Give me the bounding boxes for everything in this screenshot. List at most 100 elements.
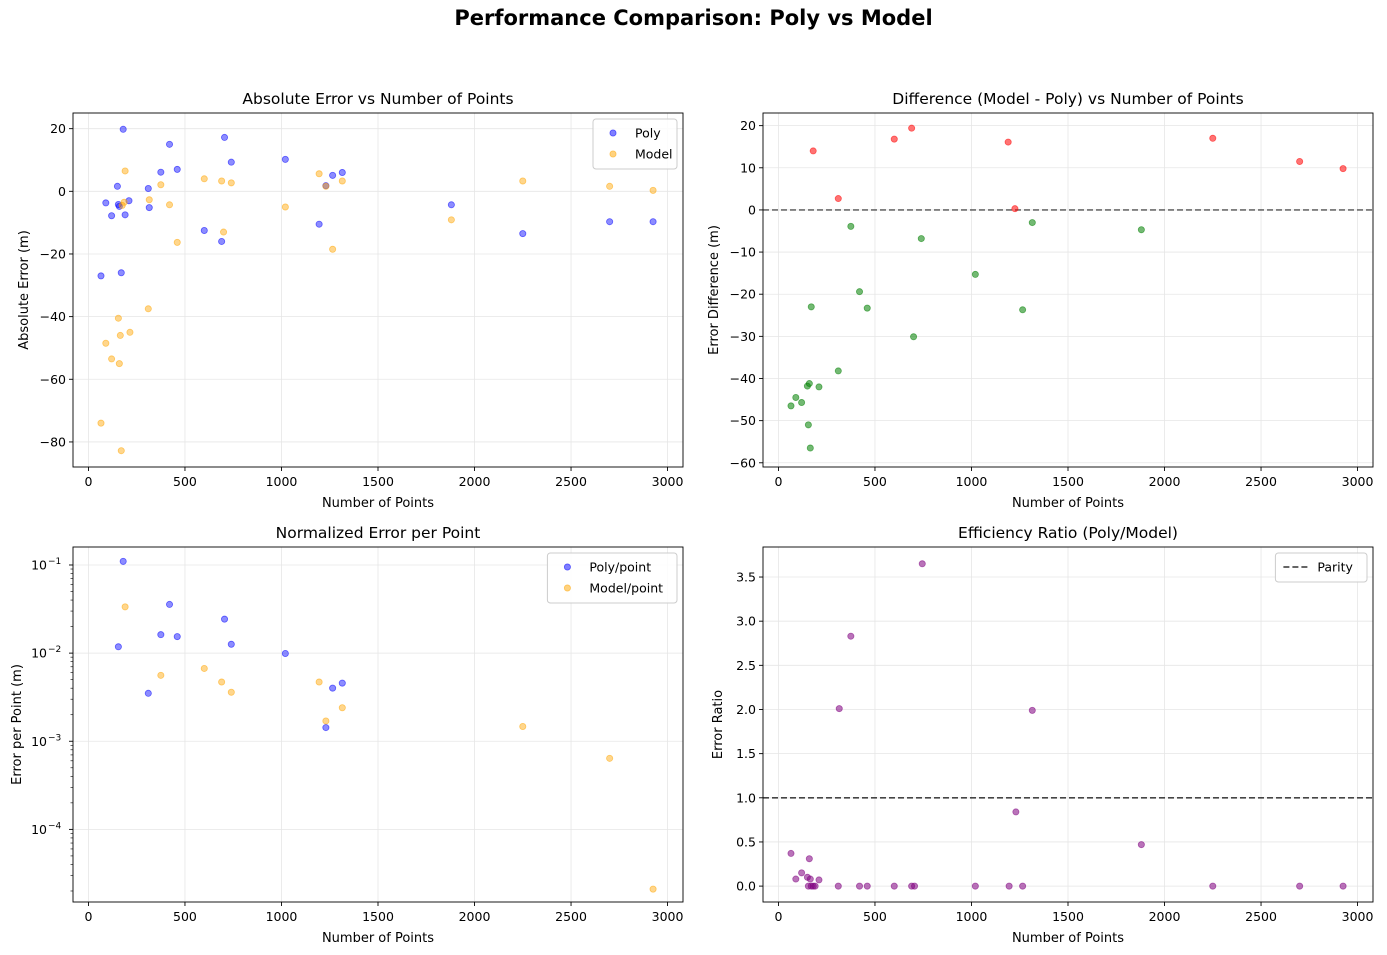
abs-x-tick-label: 2500 bbox=[555, 474, 587, 489]
diff-point-series-1 bbox=[910, 333, 918, 341]
diff-point-series-1 bbox=[1137, 226, 1145, 234]
diff-y-tick-label: −10 bbox=[730, 245, 756, 260]
diff-point-series-1 bbox=[1028, 219, 1036, 227]
diff-point-series-0 bbox=[908, 124, 916, 132]
norm-point-series-1 bbox=[322, 717, 330, 725]
diff-point-series-0 bbox=[834, 195, 842, 203]
ratio-point-series-0 bbox=[1012, 808, 1020, 816]
abs-point-series-1 bbox=[338, 177, 346, 185]
diff-point-series-1 bbox=[798, 399, 806, 407]
diff-chart: 0 500 1000 1500 2000 2500 3000 20 10 0 −10 −20 −30 −4… bbox=[707, 90, 1374, 511]
abs-x-tick-label: 1000 bbox=[266, 474, 298, 489]
abs-point-series-0 bbox=[281, 155, 289, 163]
ratio-point-series-0 bbox=[835, 705, 843, 713]
ratio-x-tick-label: 1500 bbox=[1052, 909, 1084, 924]
abs-x-label: Number of Points bbox=[322, 496, 434, 511]
diff-point-series-0 bbox=[890, 135, 898, 143]
ratio-point-series-0 bbox=[856, 882, 864, 890]
norm-y-tick-label: 10 bbox=[31, 646, 47, 661]
norm-point-series-1 bbox=[227, 688, 235, 696]
abs-point-series-1 bbox=[114, 314, 122, 322]
norm-point-series-1 bbox=[338, 704, 346, 712]
diff-y-tick-label: 10 bbox=[740, 160, 756, 175]
abs-point-series-0 bbox=[200, 226, 208, 234]
ratio-x-tick-label: 0 bbox=[774, 909, 782, 924]
diff-x-tick-label: 2500 bbox=[1245, 474, 1277, 489]
ratio-x-tick-label: 2500 bbox=[1245, 909, 1277, 924]
norm-point-series-1 bbox=[519, 723, 527, 731]
abs-legend: Poly Model bbox=[592, 118, 678, 170]
abs-point-series-1 bbox=[329, 245, 337, 253]
abs-point-series-1 bbox=[117, 447, 125, 455]
ratio-point-series-0 bbox=[805, 855, 813, 863]
abs-point-series-1 bbox=[145, 196, 153, 204]
norm-point-series-0 bbox=[157, 631, 165, 639]
norm-points bbox=[114, 557, 657, 893]
abs-point-series-0 bbox=[117, 269, 125, 277]
diff-x-tick-label: 0 bbox=[774, 474, 782, 489]
abs-legend-label: Poly bbox=[635, 126, 661, 141]
abs-point-series-0 bbox=[447, 201, 455, 209]
abs-point-series-0 bbox=[649, 218, 657, 226]
ratio-point-series-0 bbox=[890, 882, 898, 890]
norm-point-series-0 bbox=[166, 600, 174, 608]
norm-point-series-0 bbox=[114, 643, 122, 651]
norm-point-series-0 bbox=[221, 615, 229, 623]
norm-point-series-0 bbox=[329, 684, 337, 692]
abs-points bbox=[97, 125, 657, 455]
norm-y-tick-label: 10 bbox=[31, 822, 47, 837]
diff-x-tick-label: 1500 bbox=[1052, 474, 1084, 489]
abs-x-tick-label: 3000 bbox=[652, 474, 684, 489]
ratio-y-tick-label: 0.5 bbox=[736, 834, 756, 849]
abs-point-series-0 bbox=[113, 182, 121, 190]
abs-point-series-1 bbox=[227, 179, 235, 187]
abs-point-series-0 bbox=[157, 168, 165, 176]
abs-legend-label: Model bbox=[635, 147, 673, 162]
norm-point-series-1 bbox=[157, 671, 165, 679]
diff-y-tick-label: −20 bbox=[730, 287, 756, 302]
abs-point-series-1 bbox=[220, 228, 228, 236]
norm-point-series-1 bbox=[315, 678, 323, 686]
norm-y-tick-exponent: −3 bbox=[48, 733, 61, 743]
abs-x-tick-label: 1500 bbox=[362, 474, 394, 489]
abs-point-series-1 bbox=[322, 182, 330, 190]
abs-y-tick-label: −20 bbox=[40, 246, 66, 261]
abs-legend-marker bbox=[609, 129, 617, 137]
abs-point-series-1 bbox=[116, 331, 124, 339]
norm-y-tick-exponent: −1 bbox=[48, 557, 61, 567]
diff-point-series-1 bbox=[807, 303, 815, 311]
ratio-point-series-0 bbox=[815, 876, 823, 884]
ratio-point-series-0 bbox=[1296, 882, 1304, 890]
ratio-legend-box bbox=[1274, 552, 1368, 583]
ratio-title: Efficiency Ratio (Poly/Model) bbox=[958, 524, 1178, 542]
abs-y-tick-label: −60 bbox=[40, 372, 66, 387]
abs-point-series-0 bbox=[338, 169, 346, 177]
norm-y-tick-label: 10 bbox=[31, 557, 47, 572]
ratio-points bbox=[787, 560, 1347, 890]
ratio-point-series-0 bbox=[787, 849, 795, 857]
norm-point-series-0 bbox=[322, 724, 330, 732]
norm-point-series-0 bbox=[119, 557, 127, 565]
abs-chart: 0 500 1000 1500 2000 2500 3000 20 0 −20 −40 −60 −80 A… bbox=[17, 90, 684, 511]
abs-point-series-0 bbox=[166, 140, 174, 148]
diff-y-label: Error Difference (m) bbox=[707, 225, 722, 355]
abs-point-series-0 bbox=[173, 165, 181, 173]
diff-y-tick-label: −40 bbox=[730, 371, 756, 386]
diff-y-tick-label: 0 bbox=[748, 202, 756, 217]
ratio-chart: 0 500 1000 1500 2000 2500 3000 0.0 0.5 1.0 1.5 2.0 2… bbox=[711, 524, 1374, 946]
ratio-y-tick-label: 0.0 bbox=[736, 879, 756, 894]
ratio-point-series-0 bbox=[1019, 882, 1027, 890]
abs-point-series-0 bbox=[102, 199, 110, 207]
diff-point-series-1 bbox=[847, 222, 855, 230]
norm-x-label: Number of Points bbox=[322, 931, 434, 946]
abs-point-series-1 bbox=[121, 167, 129, 175]
diff-point-series-1 bbox=[971, 270, 979, 278]
norm-point-series-0 bbox=[281, 650, 289, 658]
diff-point-series-0 bbox=[1209, 134, 1217, 142]
abs-point-series-1 bbox=[649, 186, 657, 194]
norm-x-tick-label: 1500 bbox=[362, 909, 394, 924]
diff-point-series-1 bbox=[806, 444, 814, 452]
norm-x-tick-label: 0 bbox=[84, 909, 92, 924]
norm-legend-marker bbox=[563, 563, 571, 571]
